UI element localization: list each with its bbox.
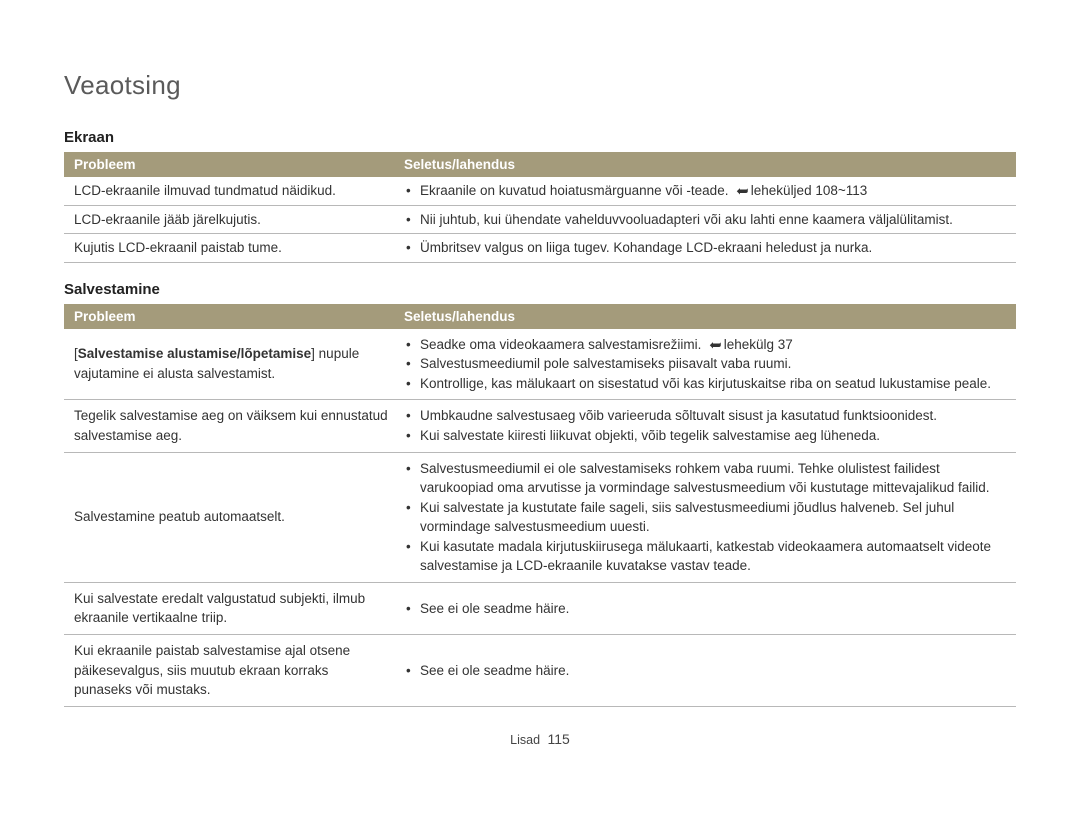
solution-item: Nii juhtub, kui ühendate vahelduvvooluad… xyxy=(404,210,1006,230)
solution-item: Salvestusmeediumil ei ole salvestamiseks… xyxy=(404,459,1006,498)
page-title: Veaotsing xyxy=(64,70,1016,101)
th-solution: Seletus/lahendus xyxy=(394,304,1016,329)
tbody-s1: LCD-ekraanile ilmuvad tundmatud näidikud… xyxy=(64,177,1016,262)
solution-text: Kontrollige, kas mälukaart on sisestatud… xyxy=(420,376,991,391)
solution-cell: Salvestusmeediumil ei ole salvestamiseks… xyxy=(394,452,1016,582)
table-row: Salvestamine peatub automaatselt. Salvest… xyxy=(64,452,1016,582)
solution-list: Seadke oma videokaamera salvestamisrežii… xyxy=(404,335,1006,394)
page-number: 115 xyxy=(548,731,570,747)
solution-cell: See ei ole seadme häire. xyxy=(394,635,1016,707)
solution-text: Ekraanile on kuvatud hoiatusmärguanne võ… xyxy=(420,183,732,198)
th-solution: Seletus/lahendus xyxy=(394,152,1016,177)
solution-item: Ekraanile on kuvatud hoiatusmärguanne võ… xyxy=(404,181,1006,201)
table-row: LCD-ekraanile jääb järelkujutis. Nii juht… xyxy=(64,205,1016,234)
table-row: Kujutis LCD-ekraanil paistab tume. Ümbrit… xyxy=(64,234,1016,263)
solution-cell: Ekraanile on kuvatud hoiatusmärguanne võ… xyxy=(394,177,1016,205)
solution-list: Ümbritsev valgus on liiga tugev. Kohanda… xyxy=(404,238,1006,258)
problem-cell: Kui salvestate eredalt valgustatud subje… xyxy=(64,582,394,634)
solution-cell: Umbkaudne salvestusaeg võib varieeruda s… xyxy=(394,400,1016,452)
table-salvestamine: Probleem Seletus/lahendus [Salvestamise … xyxy=(64,304,1016,707)
solution-item: Seadke oma videokaamera salvestamisrežii… xyxy=(404,335,1006,355)
solution-item: Kui salvestate ja kustutate faile sageli… xyxy=(404,498,1006,537)
solution-list: Salvestusmeediumil ei ole salvestamiseks… xyxy=(404,459,1006,576)
footer-label: Lisad xyxy=(510,733,540,747)
solution-list: See ei ole seadme häire. xyxy=(404,661,1006,681)
solution-cell: Seadke oma videokaamera salvestamisrežii… xyxy=(394,329,1016,400)
solution-text: See ei ole seadme häire. xyxy=(420,601,569,616)
section-salvestamine-title: Salvestamine xyxy=(64,281,1016,298)
solution-item: Ümbritsev valgus on liiga tugev. Kohanda… xyxy=(404,238,1006,258)
solution-text: Umbkaudne salvestusaeg võib varieeruda s… xyxy=(420,408,937,423)
solution-item: Salvestusmeediumil pole salvestamiseks p… xyxy=(404,354,1006,374)
arrow-icon: ➥ xyxy=(736,184,749,199)
problem-cell: LCD-ekraanile ilmuvad tundmatud näidikud… xyxy=(64,177,394,205)
problem-cell: [Salvestamise alustamise/lõpetamise] nup… xyxy=(64,329,394,400)
solution-list: See ei ole seadme häire. xyxy=(404,599,1006,619)
table-row: Kui salvestate eredalt valgustatud subje… xyxy=(64,582,1016,634)
arrow-icon: ➥ xyxy=(709,338,722,353)
solution-list: Ekraanile on kuvatud hoiatusmärguanne võ… xyxy=(404,181,1006,201)
solution-cell: Ümbritsev valgus on liiga tugev. Kohanda… xyxy=(394,234,1016,263)
solution-text: Kui salvestate ja kustutate faile sageli… xyxy=(420,500,954,535)
problem-cell: Kui ekraanile paistab salvestamise ajal … xyxy=(64,635,394,707)
table-row: Tegelik salvestamise aeg on väiksem kui … xyxy=(64,400,1016,452)
page-container: Veaotsing Ekraan Probleem Seletus/lahend… xyxy=(0,0,1080,747)
solution-text: Kui kasutate madala kirjutuskiirusega mä… xyxy=(420,539,991,574)
solution-text: Seadke oma videokaamera salvestamisrežii… xyxy=(420,337,705,352)
section-ekraan-title: Ekraan xyxy=(64,129,1016,146)
solution-cell: See ei ole seadme häire. xyxy=(394,582,1016,634)
solution-item: See ei ole seadme häire. xyxy=(404,599,1006,619)
footer: Lisad 115 xyxy=(64,731,1016,747)
solution-item: Kontrollige, kas mälukaart on sisestatud… xyxy=(404,374,1006,394)
solution-text: Salvestusmeediumil pole salvestamiseks p… xyxy=(420,356,791,371)
solution-list: Umbkaudne salvestusaeg võib varieeruda s… xyxy=(404,406,1006,445)
problem-cell: Salvestamine peatub automaatselt. xyxy=(64,452,394,582)
solution-text: See ei ole seadme häire. xyxy=(420,663,569,678)
table-ekraan: Probleem Seletus/lahendus LCD-ekraanile … xyxy=(64,152,1016,263)
solution-item: Kui salvestate kiiresti liikuvat objekti… xyxy=(404,426,1006,446)
solution-item: Umbkaudne salvestusaeg võib varieeruda s… xyxy=(404,406,1006,426)
solution-item: Kui kasutate madala kirjutuskiirusega mä… xyxy=(404,537,1006,576)
solution-text: Kui salvestate kiiresti liikuvat objekti… xyxy=(420,428,880,443)
problem-bold: Salvestamise alustamise/lõpetamise xyxy=(78,346,311,361)
problem-cell: Tegelik salvestamise aeg on väiksem kui … xyxy=(64,400,394,452)
solution-text-suffix: lehekülg 37 xyxy=(724,337,793,352)
th-problem: Probleem xyxy=(64,304,394,329)
th-problem: Probleem xyxy=(64,152,394,177)
solution-cell: Nii juhtub, kui ühendate vahelduvvooluad… xyxy=(394,205,1016,234)
table-row: [Salvestamise alustamise/lõpetamise] nup… xyxy=(64,329,1016,400)
tbody-s2: [Salvestamise alustamise/lõpetamise] nup… xyxy=(64,329,1016,707)
solution-text: Nii juhtub, kui ühendate vahelduvvooluad… xyxy=(420,212,953,227)
solution-text: Ümbritsev valgus on liiga tugev. Kohanda… xyxy=(420,240,872,255)
table-row: Kui ekraanile paistab salvestamise ajal … xyxy=(64,635,1016,707)
solution-text: Salvestusmeediumil ei ole salvestamiseks… xyxy=(420,461,990,496)
solution-list: Nii juhtub, kui ühendate vahelduvvooluad… xyxy=(404,210,1006,230)
problem-cell: LCD-ekraanile jääb järelkujutis. xyxy=(64,205,394,234)
solution-item: See ei ole seadme häire. xyxy=(404,661,1006,681)
table-row: LCD-ekraanile ilmuvad tundmatud näidikud… xyxy=(64,177,1016,205)
solution-text-suffix: leheküljed 108~113 xyxy=(751,183,867,198)
problem-cell: Kujutis LCD-ekraanil paistab tume. xyxy=(64,234,394,263)
